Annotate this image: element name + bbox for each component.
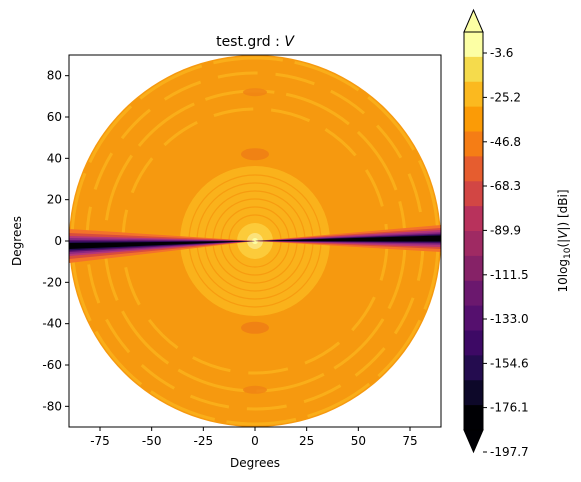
- y-tick-label: 20: [47, 193, 62, 207]
- colorbar-tick-label: -111.5: [490, 268, 529, 282]
- y-tick-label: 80: [47, 69, 62, 83]
- colorbar-frame: [463, 31, 484, 431]
- x-axis-label: Degrees: [230, 456, 280, 470]
- colorbar-band: [464, 255, 483, 282]
- contour-lobe-lower-outer: [243, 385, 267, 394]
- null-wedge-left: [69, 241, 255, 249]
- x-tick-label: -25: [194, 434, 214, 448]
- colorbar-extend-min: [463, 429, 484, 454]
- plot-area: [69, 55, 441, 427]
- colorbar-band: [464, 131, 483, 157]
- colorbar-band: [464, 280, 483, 307]
- x-tick-label: -50: [142, 434, 162, 448]
- y-tick-label: 40: [47, 151, 62, 165]
- y-tick-label: -80: [42, 399, 62, 413]
- x-tick-label: 25: [299, 434, 314, 448]
- colorbar-tick-label: -89.9: [490, 223, 521, 237]
- colorbar-band: [464, 305, 483, 331]
- contour-lobe-upper-outer: [243, 88, 267, 97]
- colorbar-band: [464, 330, 483, 356]
- y-tick-label: -20: [42, 275, 62, 289]
- colorbar-tick-label: -133.0: [490, 312, 529, 326]
- y-tick-label: 0: [54, 234, 62, 248]
- colorbar-band: [464, 81, 483, 108]
- contour-fill: [69, 55, 441, 427]
- x-tick-label: 50: [351, 434, 366, 448]
- colorbar-band: [464, 231, 483, 257]
- colorbar-band: [464, 32, 483, 58]
- colorbar-extend-max: [463, 8, 484, 33]
- contour-lobe-upper: [241, 148, 269, 161]
- contour-lobe-lower: [241, 321, 269, 334]
- colorbar: [463, 8, 484, 454]
- y-tick-label: -40: [42, 317, 62, 331]
- colorbar-label: 10log10(|V|) [dBi]: [556, 189, 573, 292]
- colorbar-band: [464, 405, 483, 431]
- colorbar-band: [464, 380, 483, 406]
- colorbar-tick-label: -154.6: [490, 356, 529, 370]
- chart-title: test.grd : V: [216, 34, 295, 50]
- x-tick-label: 75: [402, 434, 417, 448]
- colorbar-band: [464, 181, 483, 207]
- colorbar-band: [464, 106, 483, 132]
- colorbar-band: [464, 206, 483, 232]
- colorbar-tick-label: -176.1: [490, 401, 529, 415]
- x-axis-ticks: -75 -50 -25 0 25 50 75: [90, 427, 418, 448]
- colorbar-tick-label: -68.3: [490, 179, 521, 193]
- colorbar-ticks: -3.6 -25.2 -46.8 -68.3 -89.9 -111.5 -133.0 -154…: [483, 46, 529, 459]
- colorbar-tick-label: -197.7: [490, 445, 529, 459]
- colorbar-band: [464, 355, 483, 381]
- y-axis-label: Degrees: [10, 216, 24, 266]
- colorbar-tick-label: -3.6: [490, 46, 513, 60]
- colorbar-tick-label: -25.2: [490, 90, 521, 104]
- x-tick-label: -75: [90, 434, 110, 448]
- colorbar-tick-label: -46.8: [490, 135, 521, 149]
- colorbar-band: [464, 156, 483, 182]
- null-wedge-right: [255, 235, 441, 242]
- x-tick-label: 0: [251, 434, 259, 448]
- y-tick-label: 60: [47, 110, 62, 124]
- colorbar-band: [464, 56, 483, 83]
- y-tick-label: -60: [42, 358, 62, 372]
- y-axis-ticks: -80 -60 -40 -20 0 20 40 60 80: [42, 69, 69, 413]
